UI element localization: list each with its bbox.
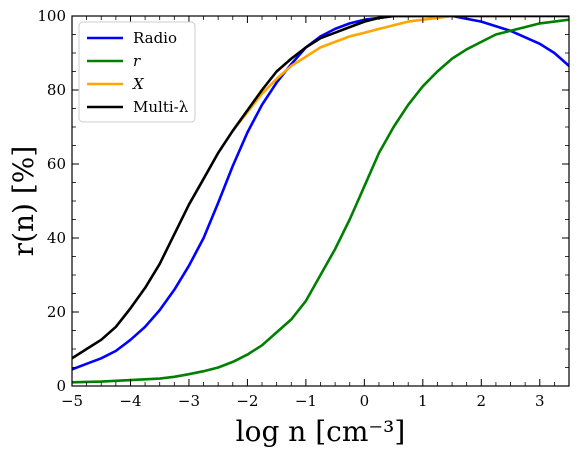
x-axis-title: log n [cm⁻³]	[236, 415, 406, 448]
series-line-2	[72, 18, 569, 384]
y-tick-label: 60	[47, 155, 66, 173]
legend-entry-label: Radio	[133, 29, 177, 47]
x-tick-label: −2	[236, 392, 258, 410]
y-tick-label: 0	[56, 377, 66, 395]
legend: Radio rX Multi-λ	[78, 21, 196, 123]
legend-entry-label: Multi-λ	[133, 98, 189, 116]
x-axis-title-group: log n [cm⁻³]	[236, 415, 406, 448]
y-tick-label: 40	[47, 229, 66, 247]
legend-entry-label: r	[133, 52, 141, 70]
series-line-3	[231, 16, 569, 132]
y-axis-title: r(n) [%]	[7, 146, 40, 257]
x-tick-label: 1	[418, 392, 428, 410]
y-axis-title-group: r(n) [%]	[7, 146, 40, 257]
series-line-4	[72, 16, 569, 360]
series-layer	[72, 16, 569, 384]
y-tick-label: 100	[37, 7, 66, 25]
y-tick-label: 20	[47, 303, 66, 321]
x-tick-label: −5	[61, 392, 83, 410]
x-tick-label: 3	[535, 392, 545, 410]
legend-box	[78, 21, 196, 123]
x-tick-label: −3	[178, 392, 200, 410]
plot-frame	[71, 15, 570, 387]
x-tick-label: 0	[360, 392, 370, 410]
x-tick-label: −4	[119, 392, 141, 410]
ticks-layer: −5 −4 −3 −2 −1 0 1 2 3 0 20 40 60 80 100	[37, 7, 570, 410]
x-tick-label: 2	[477, 392, 487, 410]
legend-entry-label: X	[132, 75, 145, 93]
y-tick-label: 80	[47, 81, 66, 99]
x-tick-label: −1	[295, 392, 317, 410]
